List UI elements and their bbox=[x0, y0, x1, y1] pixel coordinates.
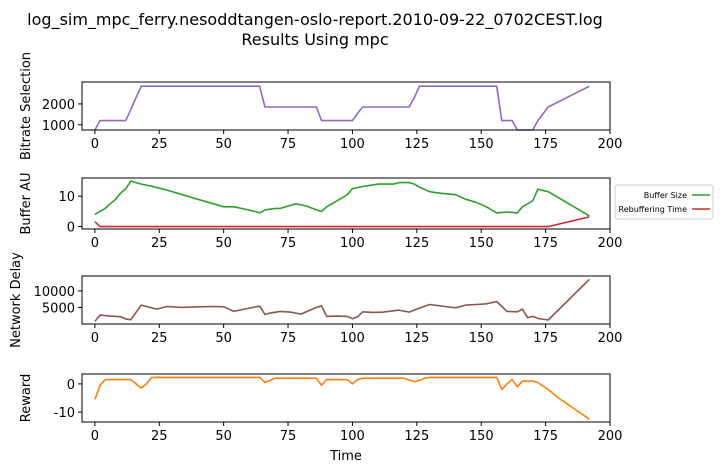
x-tick-label: 150 bbox=[469, 429, 494, 444]
axes-frame bbox=[81, 177, 611, 230]
y-tick-label: -10 bbox=[54, 406, 75, 421]
x-tick-label: 100 bbox=[340, 137, 365, 152]
x-tick-label: 150 bbox=[469, 331, 494, 346]
y-tick-label: 2000 bbox=[42, 98, 75, 113]
y-axis-label: Bitrate Selection bbox=[19, 52, 34, 160]
x-tick-label: 200 bbox=[598, 137, 623, 152]
x-tick-label: 100 bbox=[340, 236, 365, 251]
axes-frame bbox=[81, 373, 611, 423]
figure-title: log_sim_mpc_ferry.nesoddtangen-oslo-repo… bbox=[27, 10, 603, 30]
y-axis-label: Buffer AU bbox=[19, 173, 34, 235]
legend-box bbox=[614, 184, 714, 220]
x-tick-label: 125 bbox=[404, 429, 429, 444]
legend: Buffer Size Rebuffering Time bbox=[614, 184, 714, 220]
y-tick-label: 0 bbox=[67, 221, 75, 236]
x-tick-label: 25 bbox=[151, 429, 168, 444]
y-tick-label: 10000 bbox=[34, 285, 75, 300]
legend-label: Rebuffering Time bbox=[619, 205, 688, 214]
axes-frame bbox=[81, 81, 611, 131]
x-tick-label: 0 bbox=[91, 137, 99, 152]
subplot-1: 0 25 50 75 100 125 150 175 200 0 10 Buffer AU Buffer… bbox=[19, 173, 714, 251]
series-line-2-0 bbox=[94, 278, 590, 322]
x-tick-label: 100 bbox=[340, 331, 365, 346]
x-tick-label: 50 bbox=[215, 331, 232, 346]
x-axis-label: Time bbox=[329, 449, 362, 464]
figure-subtitle: Results Using mpc bbox=[241, 30, 388, 49]
x-tick-label: 150 bbox=[469, 236, 494, 251]
x-tick-label: 50 bbox=[215, 429, 232, 444]
x-tick-label: 175 bbox=[533, 236, 558, 251]
x-tick-label: 0 bbox=[91, 429, 99, 444]
x-tick-label: 25 bbox=[151, 331, 168, 346]
x-tick-label: 175 bbox=[533, 331, 558, 346]
x-tick-label: 100 bbox=[340, 429, 365, 444]
subplot-3: 0 25 50 75 100 125 150 175 200 -10 0 Reward Time bbox=[19, 373, 623, 464]
x-tick-label: 75 bbox=[280, 137, 297, 152]
x-tick-label: 0 bbox=[91, 331, 99, 346]
series-line-1-1 bbox=[94, 216, 590, 228]
x-tick-label: 75 bbox=[280, 429, 297, 444]
subplot-0: 0 25 50 75 100 125 150 175 200 1000 2000 Bitrate Se… bbox=[19, 52, 622, 160]
y-tick-label: 5000 bbox=[42, 301, 75, 316]
x-tick-label: 50 bbox=[215, 236, 232, 251]
y-tick-label: 1000 bbox=[42, 119, 75, 134]
x-tick-label: 200 bbox=[598, 331, 623, 346]
x-tick-label: 75 bbox=[280, 331, 297, 346]
x-tick-label: 200 bbox=[598, 429, 623, 444]
x-tick-label: 75 bbox=[280, 236, 297, 251]
x-tick-label: 150 bbox=[469, 137, 494, 152]
y-axis-label: Network Delay bbox=[9, 252, 24, 348]
x-tick-label: 125 bbox=[404, 137, 429, 152]
x-tick-label: 175 bbox=[533, 137, 558, 152]
y-tick-label: 10 bbox=[58, 190, 75, 205]
x-tick-label: 175 bbox=[533, 429, 558, 444]
x-tick-label: 0 bbox=[91, 236, 99, 251]
legend-label: Buffer Size bbox=[644, 191, 687, 200]
series-line-1-0 bbox=[94, 180, 590, 217]
x-tick-label: 125 bbox=[404, 331, 429, 346]
x-tick-label: 25 bbox=[151, 137, 168, 152]
y-axis-label: Reward bbox=[19, 374, 34, 422]
x-tick-label: 25 bbox=[151, 236, 168, 251]
x-tick-label: 200 bbox=[598, 236, 623, 251]
axes-frame bbox=[81, 275, 611, 325]
series-line-3-0 bbox=[94, 376, 590, 420]
x-tick-label: 50 bbox=[215, 137, 232, 152]
series-line-0-0 bbox=[94, 85, 590, 131]
y-tick-label: 0 bbox=[67, 378, 75, 393]
x-tick-label: 125 bbox=[404, 236, 429, 251]
